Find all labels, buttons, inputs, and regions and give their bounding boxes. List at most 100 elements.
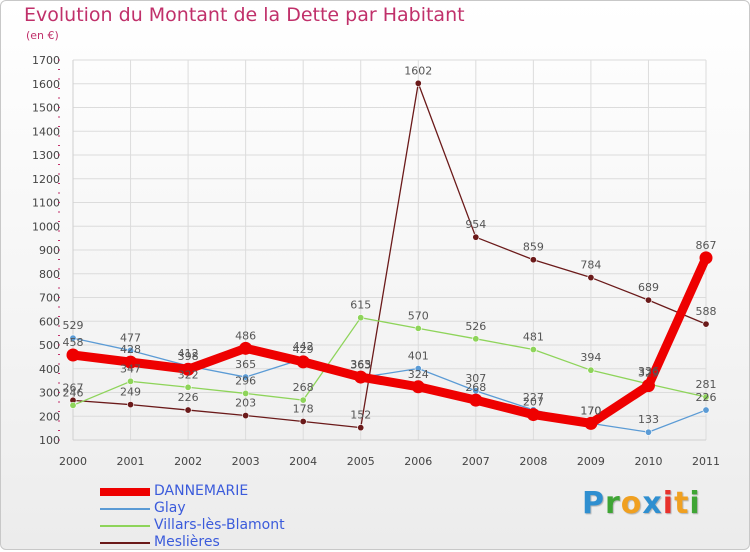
data-point: [296, 355, 310, 369]
data-point: [357, 424, 365, 432]
data-point: [184, 406, 192, 414]
logo-letter: o: [620, 486, 643, 521]
data-label: 152: [350, 409, 371, 422]
data-point: [239, 341, 253, 355]
data-point: [127, 346, 135, 354]
y-tick-label: 1100: [32, 197, 60, 210]
series-line-0: [68, 253, 711, 428]
data-label: 477: [120, 331, 141, 344]
x-tick-label: 2005: [347, 455, 375, 468]
y-tick-label: 600: [39, 315, 60, 328]
data-label: 363: [350, 359, 371, 372]
data-point: [242, 373, 250, 381]
data-point: [127, 377, 135, 385]
data-point: [699, 251, 713, 265]
data-point: [702, 406, 710, 414]
data-label: 458: [63, 336, 84, 349]
y-tick-label: 900: [39, 244, 60, 257]
data-label: 394: [580, 351, 601, 364]
data-label: 207: [523, 396, 544, 409]
data-point: [529, 346, 537, 354]
data-label: 336: [638, 365, 659, 378]
x-tick-label: 2007: [462, 455, 490, 468]
data-point: [66, 348, 80, 362]
data-label: 429: [293, 343, 314, 356]
data-label: 398: [178, 350, 199, 363]
legend-label: Meslières: [154, 534, 220, 550]
data-label: 365: [350, 358, 371, 371]
data-label: 296: [235, 374, 256, 387]
data-label: 324: [408, 368, 429, 381]
y-tick-label: 200: [39, 410, 60, 423]
data-label: 588: [696, 305, 717, 318]
data-point: [299, 417, 307, 425]
y-tick-label: 1000: [32, 220, 60, 233]
y-tick-label: 100: [39, 434, 60, 447]
data-label: 442: [293, 340, 314, 353]
x-tick-label: 2001: [117, 455, 145, 468]
data-label: 689: [638, 281, 659, 294]
data-label: 401: [408, 350, 429, 363]
data-label: 170: [580, 404, 601, 417]
legend-swatch: [100, 488, 150, 496]
x-tick-label: 2006: [404, 455, 432, 468]
x-tick-label: 2009: [577, 455, 605, 468]
data-point: [526, 408, 540, 422]
logo-letter: i: [662, 486, 675, 521]
x-tick-label: 2008: [519, 455, 547, 468]
data-point: [242, 412, 250, 420]
y-tick-label: 700: [39, 292, 60, 305]
data-point: [414, 79, 422, 87]
y-tick-label: 400: [39, 363, 60, 376]
data-label: 486: [235, 329, 256, 342]
y-tick-label: 1400: [32, 125, 60, 138]
data-point: [181, 362, 195, 376]
data-point: [644, 296, 652, 304]
data-label: 428: [120, 343, 141, 356]
x-tick-label: 2010: [634, 455, 662, 468]
data-label: 329: [638, 367, 659, 380]
data-label: 615: [350, 299, 371, 312]
y-tick-label: 1700: [32, 54, 60, 67]
data-label: 246: [63, 386, 84, 399]
legend-label: Villars-lès-Blamont: [154, 517, 285, 533]
chart-subtitle: (en €): [26, 29, 59, 42]
logo-letter: P: [582, 486, 605, 521]
data-point: [641, 379, 655, 393]
data-point: [644, 428, 652, 436]
y-tick-label: 800: [39, 268, 60, 281]
logo-letter: t: [674, 486, 690, 521]
y-tick-label: 1200: [32, 173, 60, 186]
x-tick-label: 2004: [289, 455, 317, 468]
proxiti-logo: Proxiti: [582, 486, 701, 521]
data-point: [702, 393, 710, 401]
chart-title: Evolution du Montant de la Dette par Hab…: [24, 4, 465, 26]
x-tick-label: 2011: [692, 455, 720, 468]
x-tick-label: 2003: [232, 455, 260, 468]
x-tick-label: 2000: [59, 455, 87, 468]
y-tick-label: 1300: [32, 149, 60, 162]
series-line-3: [72, 82, 707, 429]
data-label: 178: [293, 402, 314, 415]
data-label: 133: [638, 413, 659, 426]
data-label: 322: [178, 368, 199, 381]
data-point: [587, 366, 595, 374]
data-label: 203: [235, 397, 256, 410]
data-label: 281: [696, 378, 717, 391]
data-label: 526: [465, 320, 486, 333]
data-point: [69, 334, 77, 342]
series-line-1: [72, 337, 707, 433]
data-label: 226: [178, 391, 199, 404]
data-label: 867: [696, 239, 717, 252]
data-point: [472, 233, 480, 241]
x-tick-label: 2002: [174, 455, 202, 468]
data-label: 267: [63, 381, 84, 394]
data-point: [69, 401, 77, 409]
data-point: [529, 256, 537, 264]
logo-letter: r: [605, 486, 621, 521]
data-point: [469, 393, 483, 407]
data-point: [587, 274, 595, 282]
y-tick-label: 500: [39, 339, 60, 352]
